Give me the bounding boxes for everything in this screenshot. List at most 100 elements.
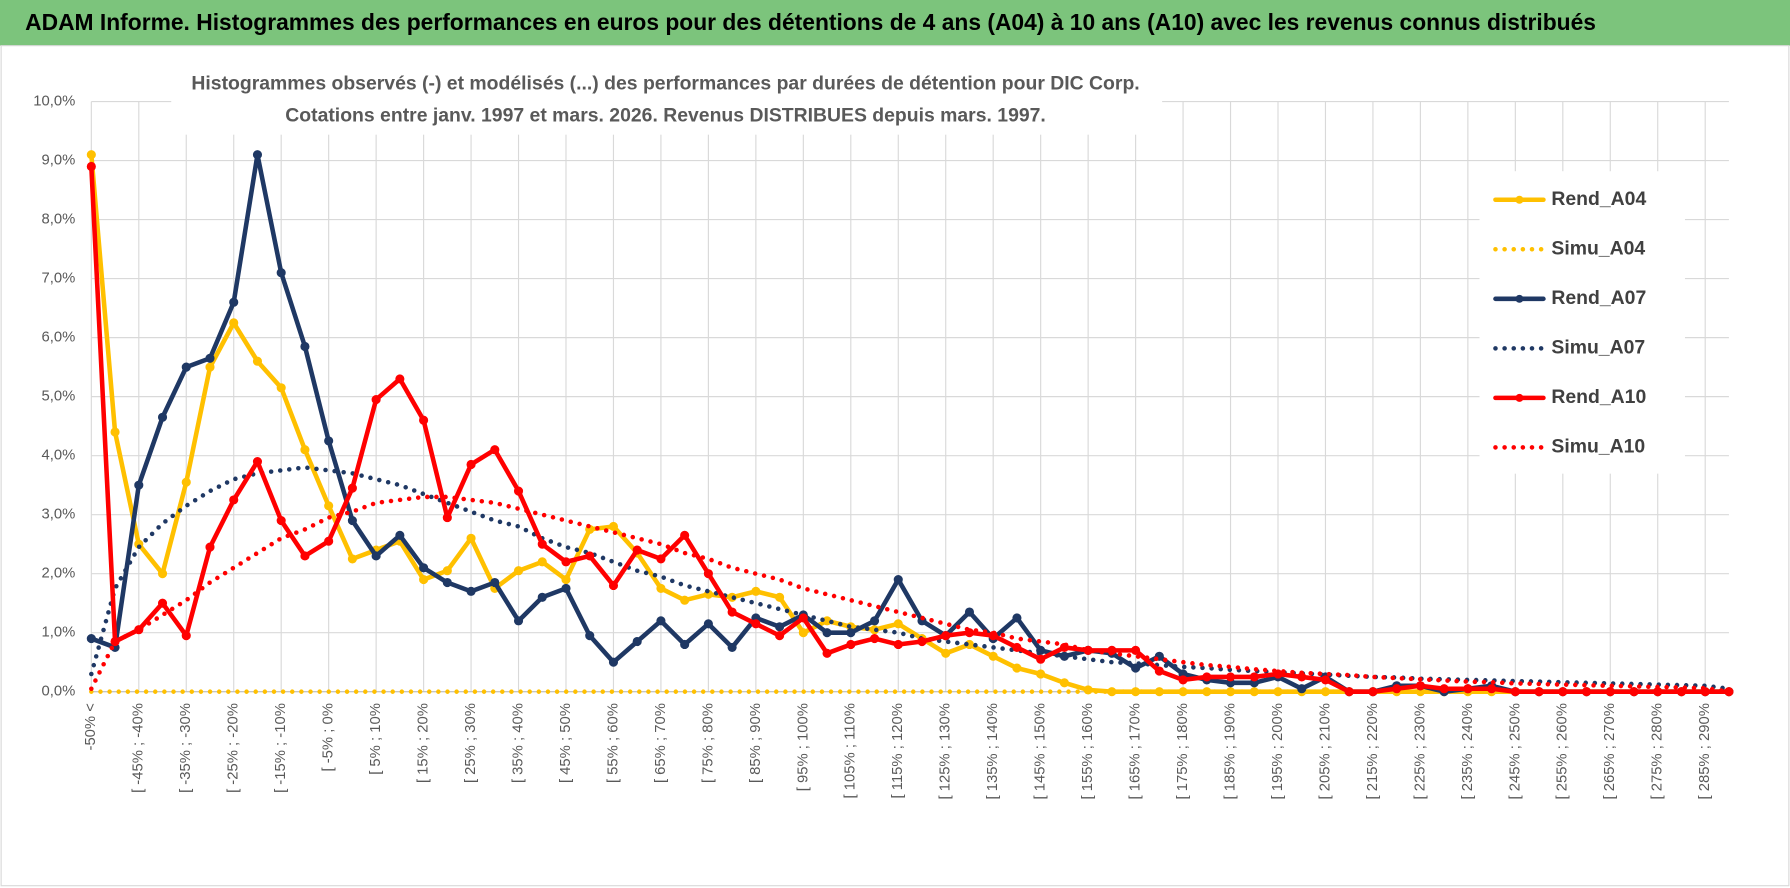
- y-tick-label: 6,0%: [42, 330, 76, 346]
- x-tick-label: [ 155% ; 160%: [1080, 703, 1096, 799]
- data-point: [988, 651, 998, 661]
- data-point: [324, 436, 334, 446]
- x-tick-label: [ 265% ; 270%: [1602, 703, 1618, 799]
- x-tick-label: -50% <: [83, 703, 99, 750]
- data-point: [703, 619, 713, 629]
- data-point: [561, 583, 571, 593]
- x-tick-label: [ 235% ; 240%: [1460, 703, 1476, 799]
- y-tick-label: 7,0%: [42, 271, 76, 287]
- data-point: [537, 557, 547, 567]
- x-tick-label: [ 55% ; 60%: [605, 703, 621, 783]
- data-point: [775, 622, 785, 632]
- data-point: [466, 586, 476, 596]
- data-point: [157, 569, 168, 579]
- data-point: [798, 628, 808, 638]
- data-point: [893, 574, 903, 585]
- data-point: [86, 634, 96, 644]
- x-tick-label: [ 175% ; 180%: [1175, 703, 1191, 799]
- data-point: [608, 657, 619, 667]
- data-point: [276, 268, 286, 278]
- data-point: [181, 477, 191, 487]
- x-tick-label: [ 75% ; 80%: [700, 703, 716, 783]
- data-point: [466, 459, 476, 470]
- data-point: [680, 530, 690, 540]
- data-point: [1225, 672, 1236, 682]
- data-point: [1131, 663, 1141, 673]
- data-point: [656, 583, 666, 593]
- data-point: [1676, 687, 1687, 697]
- data-point: [846, 639, 856, 650]
- data-point: [86, 150, 96, 160]
- data-point: [371, 395, 381, 405]
- data-point: [1012, 663, 1022, 673]
- x-tick-label: [ 195% ; 200%: [1270, 703, 1286, 799]
- data-point: [1510, 687, 1520, 697]
- data-point: [656, 554, 666, 564]
- plot: 0,0% 1,0% 2,0% 3,0% 4,0% 5,0% 6,0% 7,0% 8,0% 9,0%…: [33, 94, 1734, 800]
- legend-label: Simu_A07: [1551, 336, 1645, 358]
- data-point: [324, 536, 334, 546]
- x-tick-label: [ 35% ; 40%: [510, 703, 526, 783]
- x-tick-label: [ -45% ; -40%: [131, 703, 147, 793]
- data-point: [822, 648, 832, 658]
- data-point: [537, 539, 547, 549]
- data-point: [680, 639, 690, 650]
- data-point: [751, 586, 761, 596]
- y-tick-label: 4,0%: [42, 448, 76, 464]
- x-tick-label: [ -15% ; -10%: [273, 703, 289, 793]
- x-tick-label: [ 205% ; 210%: [1317, 703, 1333, 799]
- data-point: [775, 592, 785, 602]
- data-point: [1154, 666, 1164, 676]
- legend-label: Simu_A10: [1551, 436, 1645, 458]
- data-point: [1059, 678, 1069, 688]
- data-point: [1012, 642, 1022, 652]
- data-point: [205, 362, 215, 372]
- data-point: [1439, 684, 1449, 694]
- y-tick-label: 8,0%: [42, 212, 76, 228]
- data-point: [252, 356, 263, 366]
- data-point: [395, 374, 405, 384]
- data-point: [1036, 654, 1046, 664]
- data-point: [324, 501, 334, 511]
- chart-subtitle: Cotations entre janv. 1997 et mars. 2026…: [285, 105, 1046, 127]
- x-tick-label: [ 105% ; 110%: [843, 703, 859, 798]
- data-point: [608, 580, 619, 591]
- y-tick-label: 9,0%: [42, 153, 76, 169]
- data-point: [1724, 687, 1734, 697]
- series-line: [89, 494, 1732, 694]
- legend-label: Rend_A07: [1551, 287, 1646, 309]
- data-point: [1629, 687, 1639, 697]
- data-point: [1605, 687, 1615, 697]
- data-point: [371, 551, 381, 561]
- data-point: [442, 513, 452, 523]
- data-point: [1249, 672, 1259, 682]
- data-point: [181, 362, 191, 372]
- data-point: [86, 161, 96, 172]
- data-point: [1178, 675, 1188, 685]
- data-point: [205, 542, 215, 552]
- data-point: [703, 569, 713, 579]
- y-tick-label: 3,0%: [42, 507, 76, 523]
- data-point: [513, 486, 524, 496]
- data-point: [608, 521, 619, 532]
- x-tick-label: [ 275% ; 280%: [1650, 703, 1666, 799]
- data-point: [395, 530, 405, 540]
- data-point: [347, 554, 357, 564]
- series-line: [89, 164, 1732, 694]
- data-point: [1131, 645, 1141, 655]
- data-point: [1320, 675, 1331, 685]
- data-point: [917, 636, 927, 647]
- data-point: [1487, 684, 1497, 694]
- data-point: [869, 634, 880, 644]
- legend-marker: [1515, 294, 1524, 303]
- data-point: [632, 636, 642, 647]
- data-point: [632, 545, 642, 555]
- data-point: [798, 613, 808, 623]
- data-point: [252, 150, 263, 160]
- chart-title: Histogrammes observés (-) et modélisés (…: [191, 73, 1139, 95]
- data-point: [1012, 613, 1022, 623]
- data-point: [680, 595, 690, 605]
- data-point: [157, 412, 168, 422]
- data-point: [490, 577, 500, 588]
